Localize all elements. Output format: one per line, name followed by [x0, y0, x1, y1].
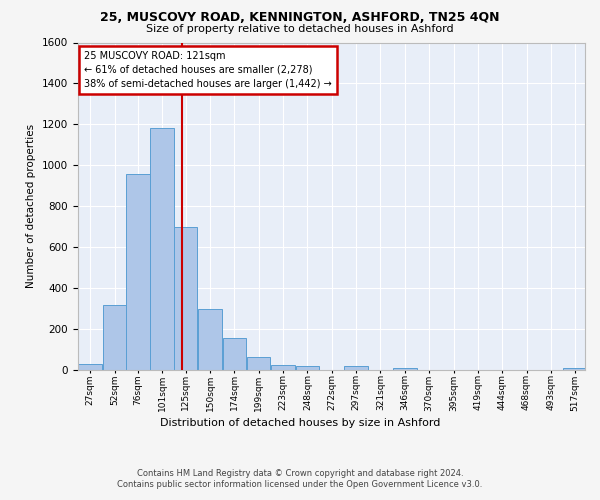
Bar: [151, 128, 174, 370]
Text: 25 MUSCOVY ROAD: 121sqm
← 61% of detached houses are smaller (2,278)
38% of semi: 25 MUSCOVY ROAD: 121sqm ← 61% of detache…: [84, 50, 332, 88]
Bar: [344, 366, 368, 370]
Text: Size of property relative to detached houses in Ashford: Size of property relative to detached ho…: [146, 24, 454, 34]
Text: Distribution of detached houses by size in Ashford: Distribution of detached houses by size …: [160, 418, 440, 428]
Bar: [79, 364, 102, 370]
Bar: [247, 356, 271, 370]
Text: Contains public sector information licensed under the Open Government Licence v3: Contains public sector information licen…: [118, 480, 482, 489]
Bar: [103, 304, 127, 370]
Text: Contains HM Land Registry data © Crown copyright and database right 2024.: Contains HM Land Registry data © Crown c…: [137, 469, 463, 478]
Bar: [563, 368, 587, 370]
Bar: [198, 308, 222, 370]
Bar: [271, 365, 295, 370]
Bar: [296, 366, 319, 370]
Bar: [393, 368, 416, 370]
Text: 25, MUSCOVY ROAD, KENNINGTON, ASHFORD, TN25 4QN: 25, MUSCOVY ROAD, KENNINGTON, ASHFORD, T…: [100, 11, 500, 24]
Bar: [174, 226, 197, 370]
Y-axis label: Number of detached properties: Number of detached properties: [26, 124, 37, 288]
Bar: [223, 338, 246, 370]
Bar: [126, 174, 150, 370]
